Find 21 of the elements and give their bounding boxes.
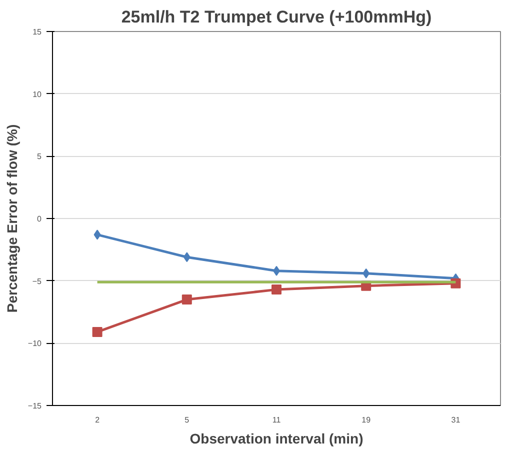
point	[94, 230, 101, 240]
point	[92, 326, 102, 337]
x-tick-label: 11	[272, 416, 282, 424]
y-axis-title: Percentage Error of flow (%)	[4, 124, 20, 313]
y-tick-label: −5	[32, 276, 42, 286]
point	[182, 294, 192, 305]
x-tick-label: 5	[184, 416, 190, 424]
point	[183, 252, 190, 262]
y-tick-label: 5	[37, 152, 42, 162]
y-tick-label: 10	[32, 90, 42, 99]
y-tick-label: 0	[37, 214, 42, 224]
x-tick-label: 19	[362, 416, 372, 424]
y-tick-label: −10	[28, 339, 42, 348]
x-tick-label: 31	[451, 416, 461, 424]
point	[362, 268, 370, 278]
x-tick-label: 2	[95, 416, 100, 424]
y-tick-label: 15	[32, 28, 42, 36]
chart-title: 25ml/h T2 Trumpet Curve (+100mmHg)	[121, 8, 432, 26]
point	[272, 284, 282, 295]
y-tick-label: −15	[28, 402, 42, 410]
x-axis-title: Observation interval (min)	[190, 430, 364, 446]
